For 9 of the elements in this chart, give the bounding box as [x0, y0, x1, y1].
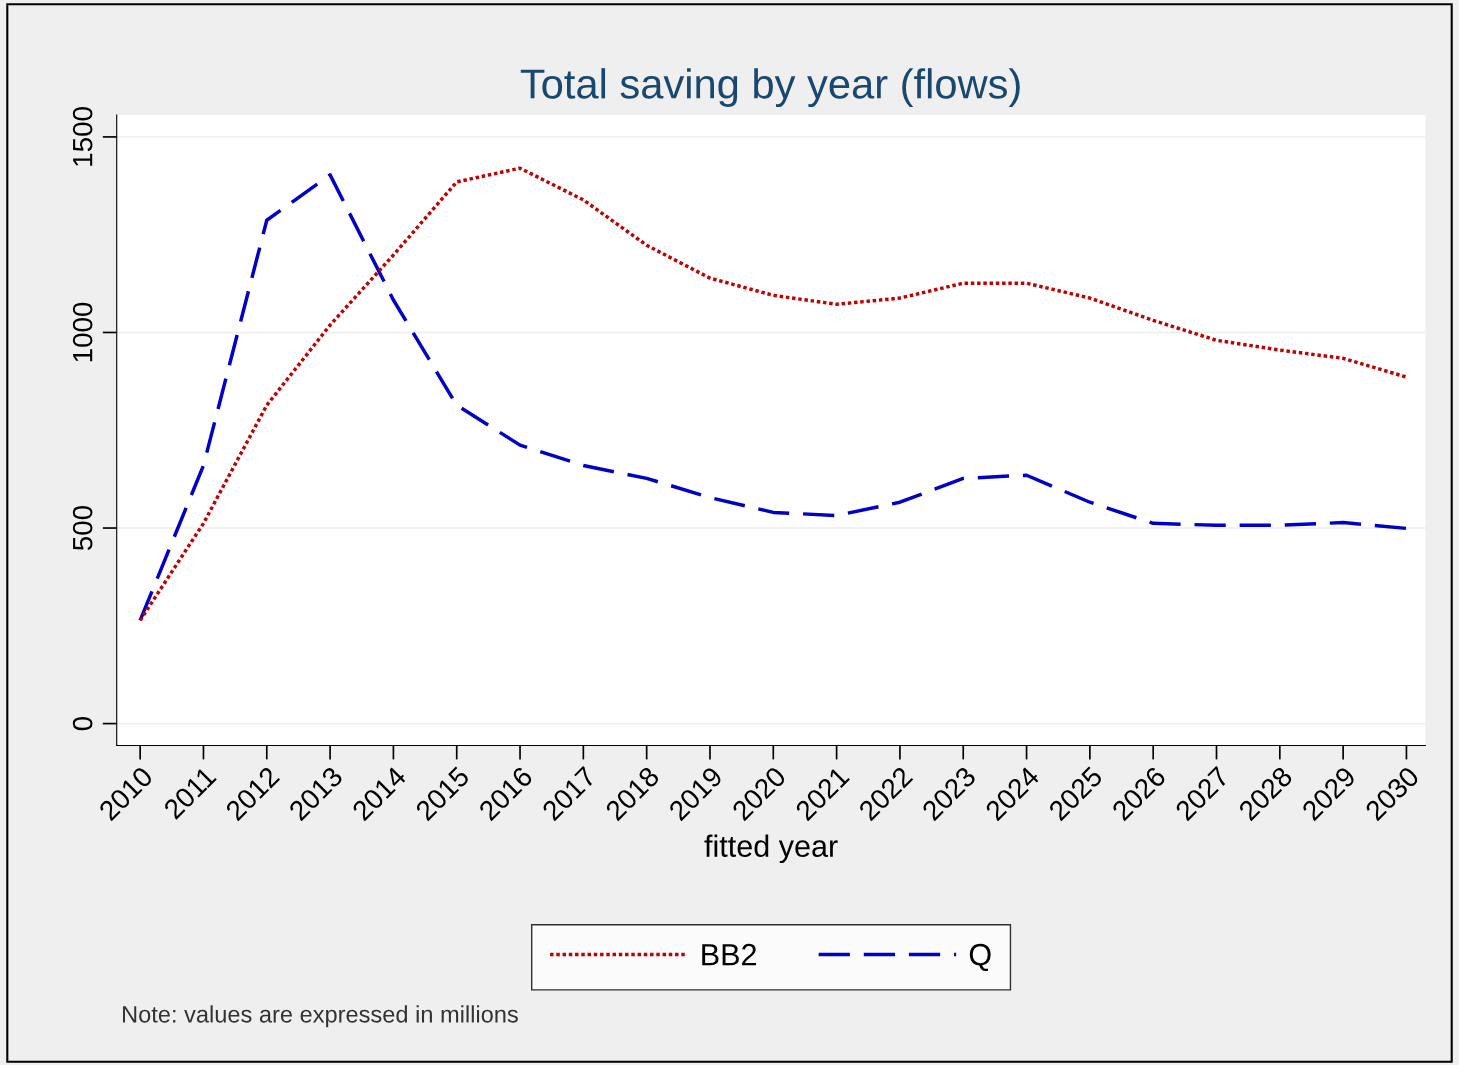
legend-label: BB2	[702, 943, 756, 966]
chart-title: Total saving by year (flows)	[520, 68, 1020, 107]
y-tick-label: 0	[72, 716, 93, 731]
y-tick-label: 1000	[72, 302, 93, 362]
x-axis-title: fitted year	[704, 834, 838, 864]
text: Note: values are expressed in millions	[123, 1005, 518, 1028]
y-tick-label: 500	[72, 505, 93, 551]
y-tick-label: 1500	[72, 107, 93, 166]
legend-label: Q	[969, 943, 991, 971]
